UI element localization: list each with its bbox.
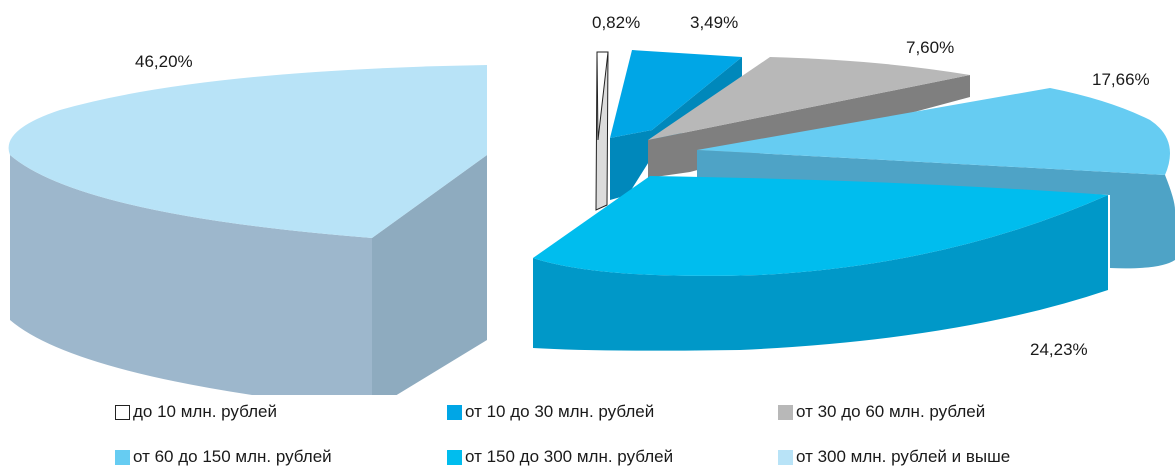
legend-swatch: [115, 449, 130, 465]
slice-60-150-side: [697, 150, 1175, 269]
slice-150-300-top: [533, 176, 1108, 276]
legend-swatch: [115, 404, 130, 420]
label-30-60: 7,60%: [906, 38, 954, 57]
slice-over-300-cut-side: [372, 155, 487, 395]
legend-swatch: [447, 449, 462, 465]
label-10-30: 3,49%: [690, 13, 738, 32]
legend-item-150-300: от 150 до 300 млн. рублей: [447, 445, 673, 469]
legend-item-60-150: от 60 до 150 млн. рублей: [115, 445, 332, 469]
slice-under-10: [595, 51, 609, 211]
slice-150-300-side: [533, 195, 1108, 351]
slice-60-150-top: [697, 88, 1170, 175]
legend-item-30-60: от 30 до 60 млн. рублей: [778, 400, 985, 424]
legend-swatch: [778, 404, 793, 420]
pie-chart: 46,20% 0,82% 3,49% 7,60% 17,66% 24,23%: [8, 13, 1175, 395]
slice-10-30-top: [610, 50, 742, 138]
legend-label: от 60 до 150 млн. рублей: [133, 447, 332, 466]
legend-label: от 10 до 30 млн. рублей: [465, 402, 655, 421]
legend-label: до 10 млн. рублей: [133, 402, 277, 421]
legend-item-over-300: от 300 млн. рублей и выше: [778, 445, 1010, 469]
legend: до 10 млн. рублей от 10 до 30 млн. рубле…: [0, 395, 1175, 470]
label-over-300: 46,20%: [135, 52, 193, 71]
legend-swatch: [447, 404, 462, 420]
legend-label: от 150 до 300 млн. рублей: [465, 447, 674, 466]
slice-under-10-top: [596, 51, 609, 141]
label-60-150: 17,66%: [1092, 70, 1150, 89]
slice-150-300: [533, 176, 1108, 351]
slice-30-60-top: [648, 57, 970, 140]
legend-swatch: [778, 449, 793, 465]
label-under-10: 0,82%: [592, 13, 640, 32]
legend-item-under-10: до 10 млн. рублей: [115, 400, 277, 424]
legend-label: от 30 до 60 млн. рублей: [796, 402, 986, 421]
slice-60-150: [697, 88, 1175, 269]
slice-over-300-side: [10, 155, 372, 395]
legend-item-10-30: от 10 до 30 млн. рублей: [447, 400, 654, 424]
legend-label: от 300 млн. рублей и выше: [796, 447, 1011, 466]
slice-over-300-top: [8, 65, 488, 238]
label-150-300: 24,23%: [1030, 340, 1088, 359]
slice-over-300: [8, 65, 488, 395]
